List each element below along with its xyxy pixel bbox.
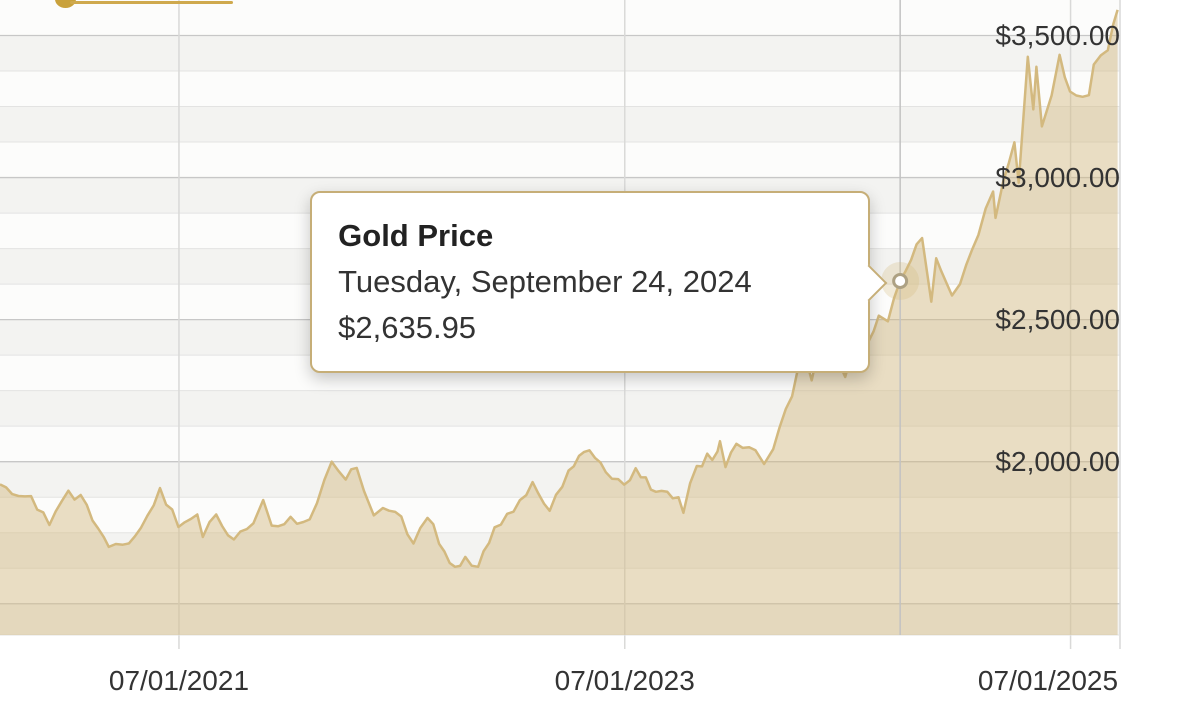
plot-band <box>0 603 1120 635</box>
plot-band <box>0 106 1120 143</box>
plot-band <box>0 35 1120 72</box>
price-area-fill <box>0 9 1118 635</box>
remnant-gold-bar <box>70 1 233 4</box>
plot-band <box>0 426 1120 462</box>
plot-band <box>0 390 1120 427</box>
chart-tooltip: Gold Price Tuesday, September 24, 2024 $… <box>310 191 888 373</box>
price-line <box>0 9 1119 569</box>
tooltip-title: Gold Price <box>338 218 494 253</box>
plot-band <box>0 142 1120 178</box>
remnant-gold-dot-icon <box>55 0 76 8</box>
tooltip-date: Tuesday, September 24, 2024 <box>338 264 752 299</box>
plot-band <box>0 532 1120 569</box>
plot-band <box>0 497 1120 533</box>
tooltip-price: $2,635.95 <box>338 310 477 345</box>
plot-band <box>0 71 1120 107</box>
hover-marker-icon[interactable] <box>892 273 909 290</box>
plot-band <box>0 568 1120 604</box>
plot-band <box>0 0 1120 36</box>
